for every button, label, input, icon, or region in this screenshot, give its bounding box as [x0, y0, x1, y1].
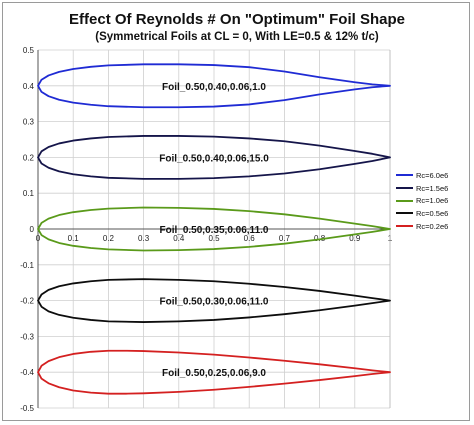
- foil-outline-2: [37, 206, 391, 252]
- y-tick-label: 0.1: [23, 189, 35, 198]
- y-tick-label: 0.5: [23, 46, 35, 55]
- legend-item: Rc=0.2e6: [396, 220, 468, 233]
- chart-frame: [2, 2, 470, 421]
- legend-swatch: [396, 174, 413, 177]
- x-tick-label: 0.3: [138, 234, 150, 243]
- legend-item: Rc=1.0e6: [396, 194, 468, 207]
- y-tick-label: 0.2: [23, 153, 35, 162]
- y-tick-label: -0.3: [20, 332, 34, 341]
- chart-subtitle: (Symmetrical Foils at CL = 0, With LE=0.…: [95, 31, 379, 43]
- y-tick-label: 0.3: [23, 118, 35, 127]
- foil-label-1: Foil_0.50,0.40,0.06,15.0: [159, 153, 269, 164]
- legend-label: Rc=0.2e6: [416, 221, 449, 231]
- x-tick-label: 0.2: [103, 234, 115, 243]
- foil-outline-3: [37, 278, 391, 323]
- x-tick-label: 0.7: [279, 234, 291, 243]
- legend-label: Rc=0.5e6: [416, 208, 449, 218]
- y-tick-label: -0.2: [20, 297, 34, 306]
- x-tick-label: 0.6: [244, 234, 256, 243]
- foil-outline-4: [37, 349, 391, 395]
- x-tick-label: 0.9: [349, 234, 361, 243]
- y-tick-label: -0.1: [20, 261, 34, 270]
- x-tick-label: 0.4: [173, 234, 185, 243]
- x-tick-label: 0.5: [208, 234, 220, 243]
- legend-item: Rc=0.5e6: [396, 207, 468, 220]
- legend-swatch: [396, 225, 413, 228]
- foil-label-4: Foil_0.50,0.25,0.06,9.0: [162, 368, 266, 379]
- legend-label: Rc=1.0e6: [416, 196, 449, 206]
- legend-swatch: [396, 187, 413, 190]
- legend-swatch: [396, 212, 413, 215]
- legend-item: Rc=6.0e6: [396, 169, 468, 182]
- chart-title: Effect Of Reynolds # On "Optimum" Foil S…: [69, 11, 405, 28]
- foil-outline-0: [37, 63, 391, 109]
- legend-label: Rc=6.0e6: [416, 170, 449, 180]
- y-tick-label: 0: [30, 225, 35, 234]
- legend: Rc=6.0e6 Rc=1.5e6 Rc=1.0e6 Rc=0.5e6 Rc=0.2e6: [396, 169, 468, 232]
- legend-label: Rc=1.5e6: [416, 183, 449, 193]
- legend-item: Rc=1.5e6: [396, 182, 468, 195]
- y-tick-label: -0.4: [20, 368, 34, 377]
- foil-label-2: Foil_0.50,0.35,0.06,11.0: [160, 225, 269, 236]
- legend-swatch: [396, 199, 413, 202]
- x-tick-label: 0.1: [68, 234, 80, 243]
- foil-label-0: Foil_0.50,0.40,0.06,1.0: [162, 82, 266, 93]
- foil-outline-1: [37, 135, 391, 180]
- foil-label-3: Foil_0.50,0.30,0.06,11.0: [160, 297, 269, 308]
- y-tick-label: 0.4: [23, 82, 35, 91]
- y-tick-label: -0.5: [20, 404, 34, 413]
